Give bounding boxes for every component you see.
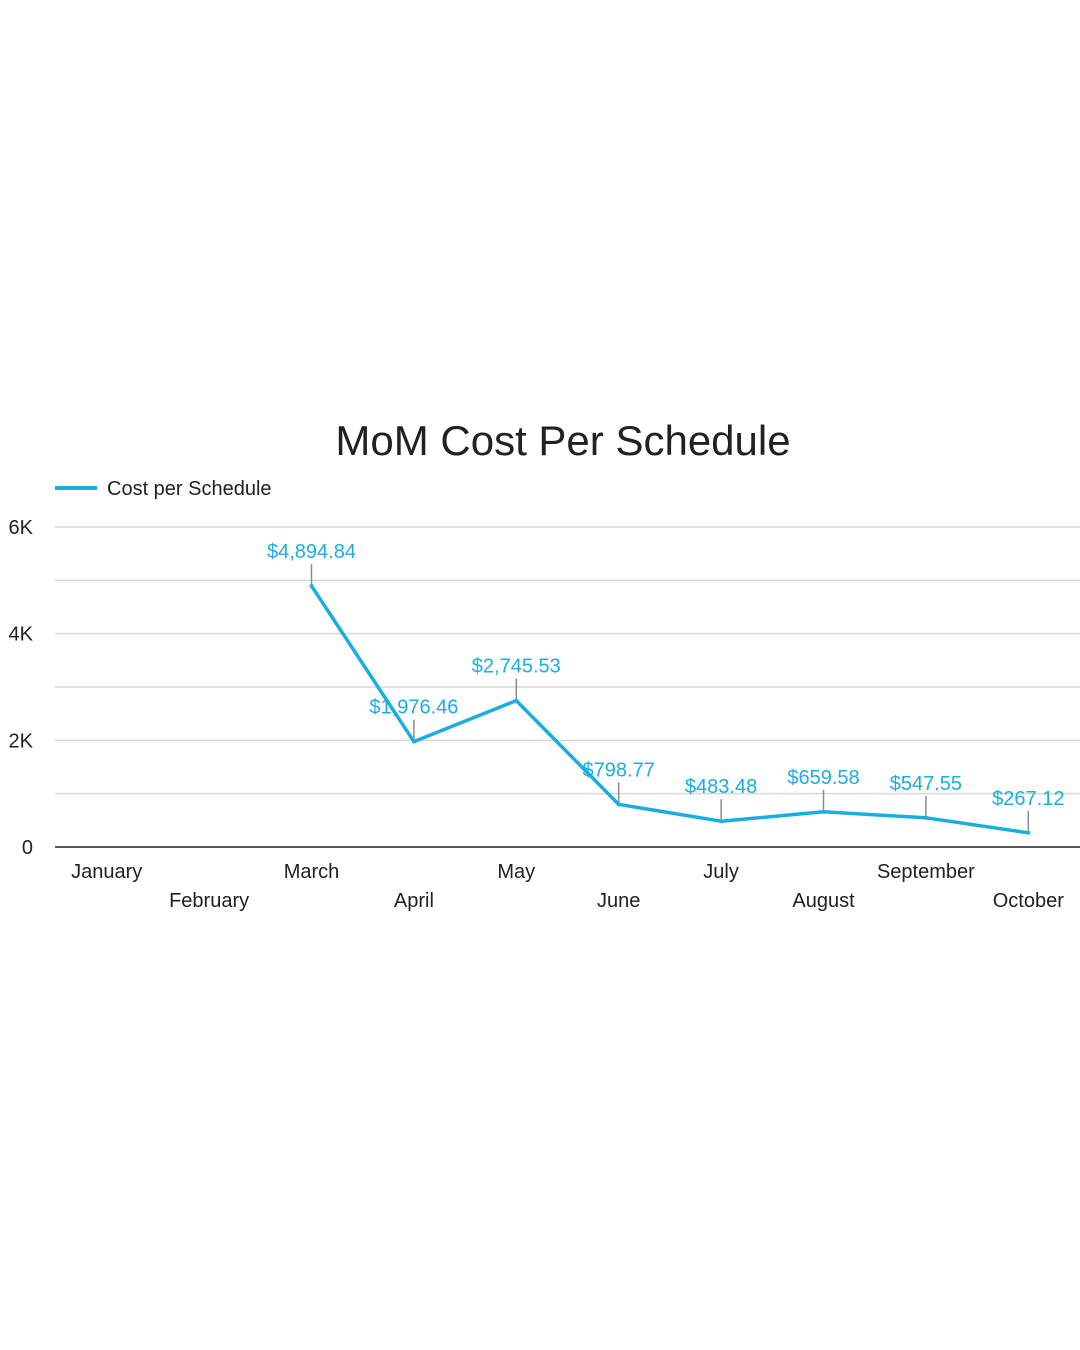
series-line-cost-per-schedule	[309, 584, 1031, 835]
series-cost-per-schedule	[309, 583, 1031, 835]
data-point-september	[923, 815, 928, 820]
chart-title: MoM Cost Per Schedule	[335, 417, 790, 464]
data-label-april: $1,976.46	[369, 697, 458, 719]
data-labels: $4,894.84 $1,976.46 $2,745.53 $798.77 $483.4…	[267, 541, 1064, 831]
data-point-march	[309, 583, 314, 588]
x-tick-label-august: August	[792, 890, 855, 912]
data-label-may: $2,745.53	[472, 656, 561, 678]
x-tick-label-july: July	[703, 861, 739, 883]
legend-label: Cost per Schedule	[107, 478, 272, 500]
data-label-september: $547.55	[890, 773, 962, 795]
data-label-july: $483.48	[685, 776, 757, 798]
data-label-august: $659.58	[787, 767, 859, 789]
data-label-june: $798.77	[583, 759, 655, 781]
y-tick-label-4K: 4K	[9, 624, 34, 646]
x-tick-label-may: May	[497, 861, 535, 883]
data-point-april	[411, 739, 416, 744]
x-tick-label-october: October	[993, 890, 1064, 912]
legend: Cost per Schedule	[55, 478, 272, 500]
y-tick-label-2K: 2K	[9, 730, 34, 752]
x-tick-label-january: January	[71, 861, 142, 883]
gridlines	[55, 526, 1080, 795]
x-tick-label-march: March	[284, 861, 340, 883]
data-point-july	[719, 819, 724, 824]
data-point-august	[821, 809, 826, 814]
x-axis-ticks: January February March April May June July Augu…	[71, 861, 1064, 912]
x-tick-label-september: September	[877, 861, 975, 883]
data-point-may	[514, 698, 519, 703]
data-label-october: $267.12	[992, 788, 1064, 810]
data-label-march: $4,894.84	[267, 541, 356, 563]
data-point-october	[1026, 830, 1031, 835]
y-axis-ticks: 0 2K 4K 6K	[9, 517, 34, 859]
x-tick-label-june: June	[597, 890, 640, 912]
y-tick-label-6K: 6K	[9, 517, 34, 539]
x-tick-label-april: April	[394, 890, 434, 912]
y-tick-label-0: 0	[22, 837, 33, 859]
x-tick-label-february: February	[169, 890, 249, 912]
data-point-june	[616, 802, 621, 807]
